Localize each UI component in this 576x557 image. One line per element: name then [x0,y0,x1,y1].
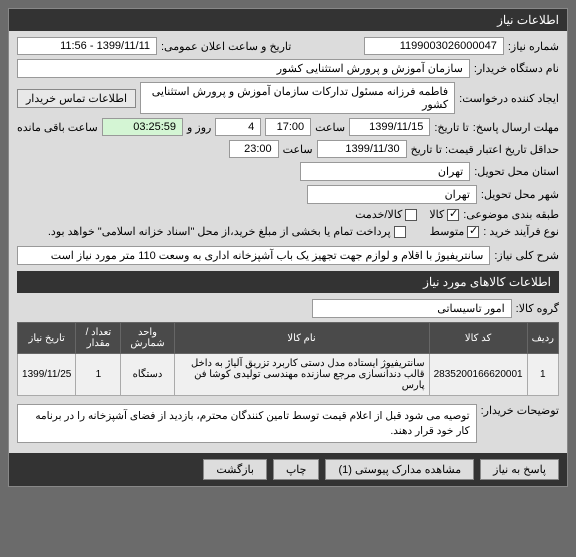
due-time-label: ساعت [315,121,345,134]
delivery-province-value: تهران [300,162,470,181]
cell-name: سانتریفیوژ ایستاده مدل دستی کاربرد تزریق… [174,354,429,396]
announce-label: تاریخ و ساعت اعلان عمومی: [161,40,291,53]
buyer-notes-label: توضیحات خریدار: [481,404,559,417]
cell-date: 1399/11/25 [18,354,76,396]
creator-label: ایجاد کننده درخواست: [459,92,559,105]
col-date: تاریخ نیاز [18,323,76,354]
col-row: ردیف [527,323,558,354]
pay-note-checkbox[interactable] [394,226,406,238]
item-group-label: گروه کالا: [516,302,559,315]
category-group: کالا کالا/خدمت [355,208,459,221]
delivery-city-label: شهر محل تحویل: [481,188,559,201]
table-header-row: ردیف کد کالا نام کالا واحد شمارش تعداد /… [18,323,559,354]
due-date-value: 1399/11/15 [349,118,430,136]
need-number-value: 1199003026000047 [364,37,504,55]
col-unit: واحد شمارش [121,323,174,354]
item-group-value: امور تاسیساتی [312,299,512,318]
contact-button[interactable]: اطلاعات تماس خریدار [17,89,136,108]
reply-deadline-label: مهلت ارسال پاسخ: [473,121,559,134]
panel-title: اطلاعات نیاز [9,9,567,31]
items-table: ردیف کد کالا نام کالا واحد شمارش تعداد /… [17,322,559,396]
valid-time-value: 23:00 [229,140,279,158]
cell-qty: 1 [76,354,121,396]
need-title-value: سانتریفیوژ با اقلام و لوازم جهت تجهیز یک… [17,246,490,265]
service-label: کالا/خدمت [355,208,402,221]
org-label: نام دستگاه خریدار: [474,62,559,75]
col-code: کد کالا [429,323,527,354]
pay-note: پرداخت تمام یا بخشی از مبلغ خرید،از محل … [48,225,391,238]
col-qty: تعداد / مقدار [76,323,121,354]
need-number-label: شماره نیاز: [508,40,559,53]
delivery-city-value: تهران [307,185,477,204]
cell-code: 2835200166620001 [429,354,527,396]
remain-days-label: روز و [187,121,211,134]
cell-unit: دستگاه [121,354,174,396]
form-body: شماره نیاز: 1199003026000047 تاریخ و ساع… [9,31,567,453]
valid-time-label: ساعت [283,143,313,156]
remain-days: 4 [215,118,261,136]
main-panel: اطلاعات نیاز شماره نیاز: 119900302600004… [8,8,568,487]
medium-checkbox[interactable] [467,226,479,238]
items-section-header: اطلاعات کالاهای مورد نیاز [17,271,559,293]
back-button[interactable]: بازگشت [203,459,267,480]
col-name: نام کالا [174,323,429,354]
valid-from-value: 1399/11/30 [317,140,407,158]
print-button[interactable]: چاپ [273,459,320,480]
delivery-province-label: استان محل تحویل: [474,165,559,178]
cell-row: 1 [527,354,558,396]
reply-button[interactable]: پاسخ به نیاز [480,459,559,480]
due-date-label: تا تاریخ: [434,121,468,134]
medium-label: متوسط [430,225,465,238]
attachments-button[interactable]: مشاهده مدارک پیوستی (1) [325,459,474,480]
announce-value: 1399/11/11 - 11:56 [17,37,157,55]
need-title-label: شرح کلی نیاز: [494,249,559,262]
purchase-type-label: نوع فرآیند خرید : [483,225,559,238]
budget-label: طبقه بندی موضوعی: [463,208,559,221]
table-row: 1 2835200166620001 سانتریفیوژ ایستاده مد… [18,354,559,396]
remain-label: ساعت باقی مانده [17,121,98,134]
creator-value: فاطمه فرزانه مسئول تدارکات سازمان آموزش … [140,82,455,114]
org-value: سازمان آموزش و پرورش استثنایی کشور [17,59,470,78]
valid-from-label: حداقل تاریخ اعتبار قیمت: تا تاریخ [411,143,559,156]
goods-label: کالا [429,208,444,221]
service-checkbox[interactable] [405,209,417,221]
goods-checkbox[interactable] [447,209,459,221]
due-time-value: 17:00 [265,118,311,136]
buyer-notes-value: توصیه می شود قبل از اعلام قیمت توسط تامی… [17,404,477,443]
footer-bar: پاسخ به نیاز مشاهده مدارک پیوستی (1) چاپ… [9,453,567,486]
remain-time: 03:25:59 [102,118,183,136]
